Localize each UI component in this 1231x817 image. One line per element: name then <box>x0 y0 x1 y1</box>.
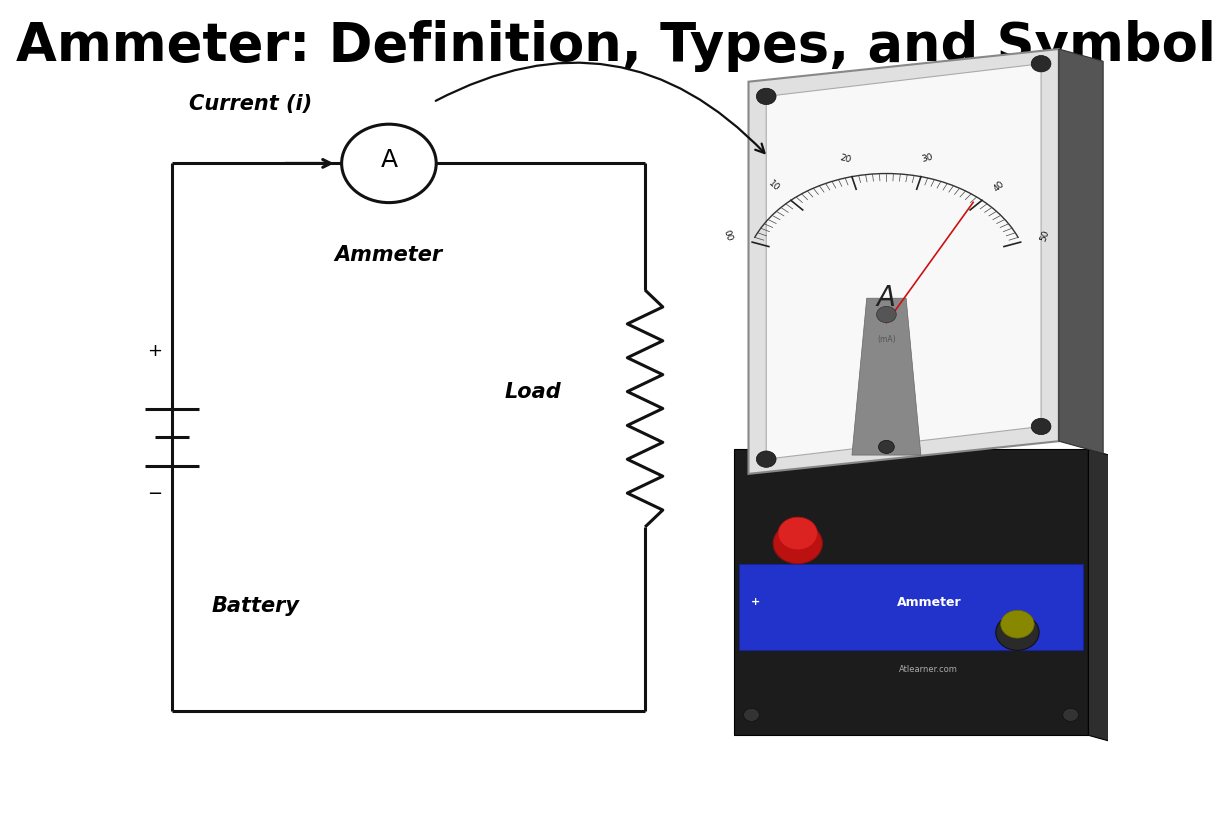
Text: 40: 40 <box>992 179 1007 194</box>
Polygon shape <box>766 64 1041 459</box>
Circle shape <box>996 614 1039 650</box>
Text: 00: 00 <box>721 229 735 243</box>
Polygon shape <box>748 49 1059 474</box>
Circle shape <box>773 523 822 564</box>
Polygon shape <box>734 449 1088 735</box>
Circle shape <box>1032 418 1051 435</box>
Text: 10: 10 <box>767 179 780 194</box>
Circle shape <box>778 517 817 550</box>
Circle shape <box>342 124 436 203</box>
Polygon shape <box>739 564 1083 650</box>
Circle shape <box>1032 56 1051 72</box>
Text: 50: 50 <box>1039 229 1051 243</box>
Circle shape <box>756 88 776 105</box>
Polygon shape <box>1088 449 1133 748</box>
Text: +: + <box>751 597 760 607</box>
Text: Ammeter: Definition, Types, and Symbol: Ammeter: Definition, Types, and Symbol <box>16 20 1215 73</box>
FancyArrowPatch shape <box>436 63 764 153</box>
Text: −: − <box>146 485 162 503</box>
Text: Load: Load <box>505 382 561 402</box>
Text: Atlearner.com: Atlearner.com <box>900 665 958 675</box>
Text: 30: 30 <box>921 153 934 164</box>
Text: 20: 20 <box>840 153 852 164</box>
Text: +: + <box>146 342 162 360</box>
Text: (mA): (mA) <box>878 334 896 344</box>
Polygon shape <box>852 298 921 455</box>
Polygon shape <box>1059 49 1103 453</box>
Text: A: A <box>380 148 398 172</box>
Circle shape <box>1062 708 1078 721</box>
Text: Ammeter: Ammeter <box>896 596 961 609</box>
Text: Current (i): Current (i) <box>190 95 313 114</box>
Text: A: A <box>876 284 896 312</box>
Circle shape <box>756 451 776 467</box>
Text: Ammeter: Ammeter <box>335 245 443 265</box>
Text: Battery: Battery <box>212 596 299 616</box>
Circle shape <box>744 708 760 721</box>
Circle shape <box>1001 610 1034 638</box>
Circle shape <box>879 440 894 453</box>
Circle shape <box>876 306 896 323</box>
